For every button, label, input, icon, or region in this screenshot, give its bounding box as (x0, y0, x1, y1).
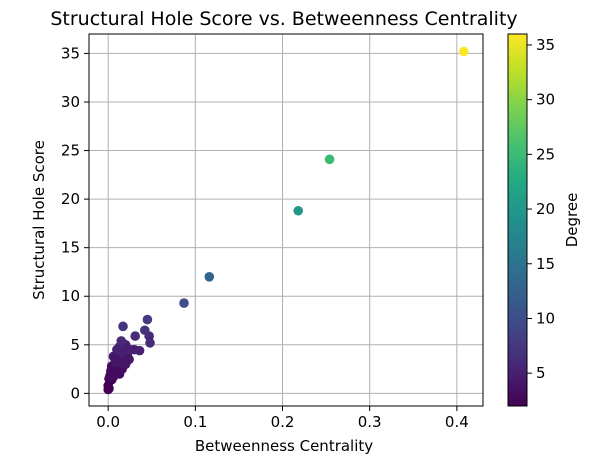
x-tick-label: 0.3 (358, 413, 382, 431)
chart-title: Structural Hole Score vs. Betweenness Ce… (50, 8, 517, 30)
y-tick-label: 15 (61, 239, 80, 257)
y-tick-label: 35 (61, 44, 80, 62)
x-tick-label: 0.2 (271, 413, 295, 431)
colorbar-tick-label: 5 (536, 364, 546, 382)
scatter-point (130, 331, 140, 341)
data-points (103, 46, 469, 395)
scatter-point (134, 345, 145, 356)
y-tick-label: 20 (61, 190, 80, 208)
plot-frame (88, 33, 484, 407)
y-tick-label: 25 (61, 142, 80, 160)
scatter-point (118, 321, 128, 332)
y-tick-label: 30 (61, 93, 80, 111)
y-tick-label: 10 (61, 287, 80, 305)
x-axis-label: Betweenness Centrality (195, 437, 373, 455)
scatter-point (459, 46, 469, 57)
scatter-point (120, 359, 131, 370)
colorbar-tick-label: 25 (536, 145, 555, 163)
scatter-point (117, 347, 127, 358)
x-tick-label: 0.0 (96, 413, 120, 431)
y-tick-label: 0 (70, 384, 80, 402)
colorbar-tick-label: 35 (536, 36, 555, 54)
scatter-point (103, 384, 113, 395)
scatter-point (116, 336, 127, 346)
gridlines (89, 34, 483, 406)
scatter-point (145, 338, 155, 348)
colorbar: 5 10 15 20 25 30 35 Degree (507, 33, 581, 407)
colorbar-frame (507, 33, 528, 407)
colorbar-tick-label: 20 (536, 200, 555, 218)
scatter-point (293, 205, 304, 216)
scatter-point (179, 298, 189, 308)
colorbar-gradient (508, 34, 527, 406)
colorbar-tick-label: 15 (536, 255, 555, 273)
colorbar-tick-label: 10 (536, 309, 555, 327)
scatter-point (108, 372, 119, 382)
scatter-point (142, 314, 153, 325)
x-tick-label: 0.4 (445, 413, 469, 431)
colorbar-ticks: 5 10 15 20 25 30 35 (527, 36, 555, 382)
x-tick-label: 0.1 (183, 413, 207, 431)
y-axis-ticks: 0 5 10 15 20 25 30 35 (61, 44, 89, 402)
colorbar-label: Degree (563, 193, 581, 248)
scatter-point (139, 325, 150, 336)
scatter-point (204, 272, 215, 282)
y-axis-label: Structural Hole Score (30, 140, 48, 300)
y-tick-label: 5 (70, 336, 80, 354)
scatter-point (324, 154, 335, 165)
x-axis-ticks: 0.0 0.1 0.2 0.3 0.4 (96, 406, 469, 431)
colorbar-tick-label: 30 (536, 91, 555, 109)
